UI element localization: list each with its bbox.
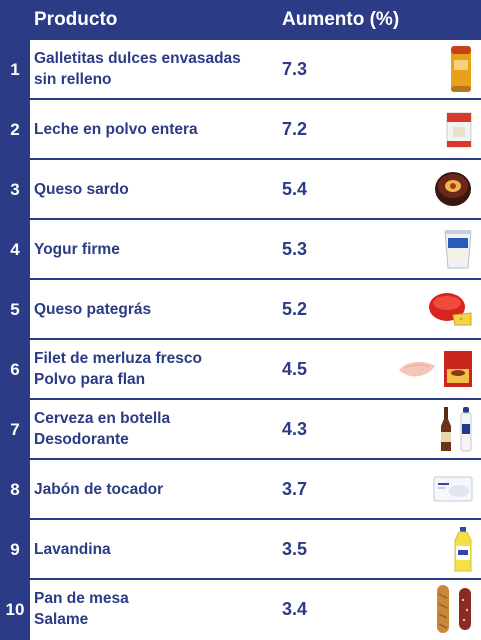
rank-number: 9 [10, 540, 20, 559]
increase-value: 4.5 [282, 358, 308, 379]
product-name-line1: Galletitas dulces envasadas [34, 50, 241, 67]
product-name: Galletitas dulces envasadas sin relleno [34, 40, 274, 98]
row-cell: Jabón de tocador 3.7 [30, 460, 481, 520]
table-row: 4 Yogur firme 5.3 [0, 220, 481, 280]
product-image [393, 284, 473, 334]
gouda-cheese-icon [429, 293, 472, 326]
increase-value: 5.4 [282, 178, 308, 199]
table-row: 10 Pan de mesa Salame 3.4 [0, 580, 481, 640]
row-cell: Yogur firme 5.3 [30, 220, 481, 280]
fish-fillet-icon [399, 361, 435, 377]
flan-box-icon [444, 351, 472, 387]
rank-number: 3 [10, 180, 20, 199]
product-name-line1: Yogur firme [34, 240, 120, 258]
increase-value: 3.5 [282, 538, 308, 559]
product-image [393, 224, 473, 274]
rank-number: 7 [10, 420, 20, 439]
rank-number: 8 [10, 480, 20, 499]
product-name-line1: Lavandina [34, 540, 111, 558]
increase-value: 4.3 [282, 418, 308, 439]
rank-number: 5 [10, 300, 20, 319]
product-name: Queso pategrás [34, 280, 274, 338]
product-name-line1: Jabón de tocador [34, 480, 164, 498]
product-name-line1: Filet de merluza fresco [34, 350, 202, 367]
price-increase-table: 1 Galletitas dulces envasadas sin rellen… [0, 40, 481, 640]
row-cell: Cerveza en botella Desodorante 4.3 [30, 400, 481, 460]
table-row: 3 Queso sardo 5.4 [0, 160, 481, 220]
product-name: Jabón de tocador [34, 460, 274, 518]
salami-icon [459, 588, 471, 630]
increase-value: 3.4 [282, 598, 308, 619]
row-cell: Pan de mesa Salame 3.4 [30, 580, 481, 640]
product-name-line1: Queso pategrás [34, 300, 152, 318]
table-row: 5 Queso pategrás 5.2 [0, 280, 481, 340]
beer-bottle-icon [441, 407, 451, 451]
cookie-tube-icon [451, 46, 471, 92]
row-cell: Leche en polvo entera 7.2 [30, 100, 481, 160]
product-image [393, 104, 473, 154]
deodorant-icon [460, 407, 472, 452]
row-cell: Queso pategrás 5.2 [30, 280, 481, 340]
product-image [393, 584, 473, 634]
row-cell: Lavandina 3.5 [30, 520, 481, 580]
table-row: 1 Galletitas dulces envasadas sin rellen… [0, 40, 481, 100]
product-column-header: Producto [34, 9, 118, 30]
product-name-line1: Queso sardo [34, 180, 129, 198]
product-name: Cerveza en botella Desodorante [34, 400, 274, 458]
table-row: 9 Lavandina 3.5 [0, 520, 481, 580]
increase-value: 7.3 [282, 58, 308, 79]
table-header: Producto Aumento (%) [0, 0, 481, 40]
product-image [393, 44, 473, 94]
product-name-line2: Salame [34, 611, 89, 628]
product-name: Leche en polvo entera [34, 100, 274, 158]
product-name-line2: sin relleno [34, 71, 112, 88]
product-image [393, 344, 473, 394]
product-name-line2: Polvo para flan [34, 371, 146, 388]
product-name: Pan de mesa Salame [34, 580, 274, 638]
product-image [393, 404, 473, 454]
table-row: 2 Leche en polvo entera 7.2 [0, 100, 481, 160]
row-cell: Galletitas dulces envasadas sin relleno … [30, 40, 481, 100]
increase-value: 3.7 [282, 478, 308, 499]
product-name-line1: Leche en polvo entera [34, 120, 198, 138]
product-name-line2: Desodorante [34, 431, 129, 448]
rank-number: 10 [5, 600, 25, 619]
increase-value: 7.2 [282, 118, 308, 139]
bread-loaf-icon [437, 585, 449, 633]
yogurt-cup-icon [444, 230, 472, 269]
table-row: 7 Cerveza en botella Desodorante 4.3 [0, 400, 481, 460]
product-name: Queso sardo [34, 160, 274, 218]
product-name: Lavandina [34, 520, 274, 578]
rank-number: 4 [10, 240, 20, 259]
product-image [393, 524, 473, 574]
bleach-bottle-icon [454, 527, 472, 572]
rank-number: 6 [10, 360, 20, 379]
product-name: Yogur firme [34, 220, 274, 278]
product-name-line1: Pan de mesa [34, 590, 129, 607]
table-row: 8 Jabón de tocador 3.7 [0, 460, 481, 520]
increase-value: 5.2 [282, 298, 308, 319]
rank-number: 2 [10, 120, 20, 139]
product-image [393, 164, 473, 214]
cheese-wheel-icon [435, 172, 471, 206]
product-name: Filet de merluza fresco Polvo para flan [34, 340, 274, 398]
increase-value: 5.3 [282, 238, 308, 259]
table-row: 6 Filet de merluza fresco Polvo para fla… [0, 340, 481, 400]
product-image [393, 464, 473, 514]
rank-number: 1 [10, 60, 20, 79]
increase-column-header: Aumento (%) [282, 9, 400, 30]
row-cell: Filet de merluza fresco Polvo para flan … [30, 340, 481, 400]
row-cell: Queso sardo 5.4 [30, 160, 481, 220]
soap-box-icon [433, 476, 473, 502]
milk-powder-box-icon [446, 112, 472, 148]
product-name-line1: Cerveza en botella [34, 410, 171, 427]
